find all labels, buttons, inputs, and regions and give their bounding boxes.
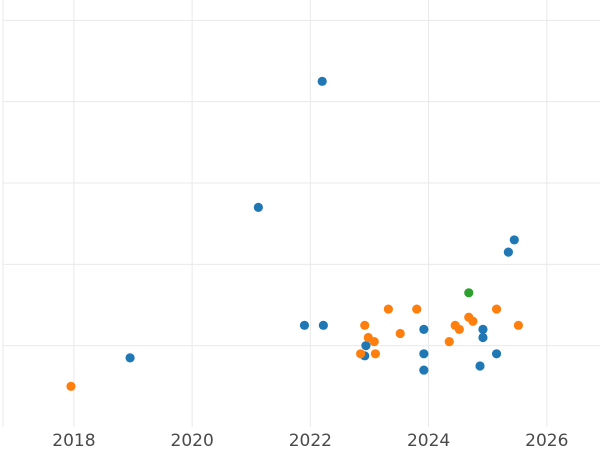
data-point: [66, 381, 76, 391]
data-point: [491, 304, 502, 314]
data-point: [478, 324, 488, 334]
x-tick-label: 2026: [525, 431, 568, 450]
x-tick-label: 2020: [171, 431, 214, 450]
data-point: [513, 320, 524, 330]
data-point: [356, 349, 366, 359]
points-layer: [66, 76, 524, 391]
data-point: [299, 320, 310, 330]
data-point: [318, 320, 328, 330]
data-point: [412, 304, 422, 314]
data-point: [360, 320, 370, 330]
data-point: [395, 328, 405, 339]
data-point: [503, 247, 513, 257]
data-point: [383, 304, 393, 314]
data-point: [419, 349, 429, 359]
data-point: [369, 337, 379, 347]
data-point: [317, 76, 327, 86]
x-tick-label: 2022: [289, 431, 332, 450]
data-point: [370, 349, 380, 359]
x-tick-label: 2018: [52, 431, 95, 450]
data-point: [454, 324, 464, 334]
data-point: [125, 353, 135, 363]
data-point: [478, 332, 488, 343]
data-point: [491, 349, 502, 359]
data-point: [468, 316, 478, 326]
data-point: [361, 341, 371, 351]
tick-label-layer: 2018 2020 2022 2024 2026: [52, 431, 568, 450]
grid-layer: [2, 0, 600, 427]
data-point: [419, 365, 429, 375]
x-tick-label: 2024: [407, 431, 450, 450]
data-point: [509, 235, 519, 245]
data-point: [253, 202, 263, 212]
data-point: [444, 337, 454, 347]
data-point: [464, 288, 474, 298]
data-point: [475, 361, 485, 371]
data-point: [419, 324, 429, 334]
